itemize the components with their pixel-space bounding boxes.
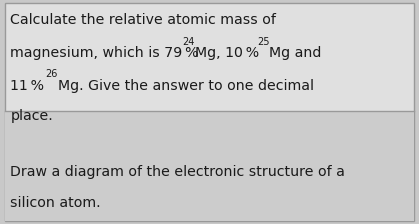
Text: 25: 25 <box>257 37 269 47</box>
Text: 24: 24 <box>182 37 195 47</box>
Text: 11 %: 11 % <box>10 79 47 93</box>
Text: 26: 26 <box>45 69 58 79</box>
Text: place.: place. <box>10 109 53 123</box>
Text: magnesium, which is 79 %: magnesium, which is 79 % <box>10 46 202 60</box>
Text: Draw a diagram of the electronic structure of a: Draw a diagram of the electronic structu… <box>10 165 345 179</box>
Bar <box>5 111 414 221</box>
Text: Calculate the relative atomic mass of: Calculate the relative atomic mass of <box>10 13 277 26</box>
Text: Mg and: Mg and <box>269 46 322 60</box>
Text: Mg, 10 %: Mg, 10 % <box>195 46 262 60</box>
Text: silicon atom.: silicon atom. <box>10 196 101 210</box>
Text: Mg. Give the answer to one decimal: Mg. Give the answer to one decimal <box>58 79 314 93</box>
